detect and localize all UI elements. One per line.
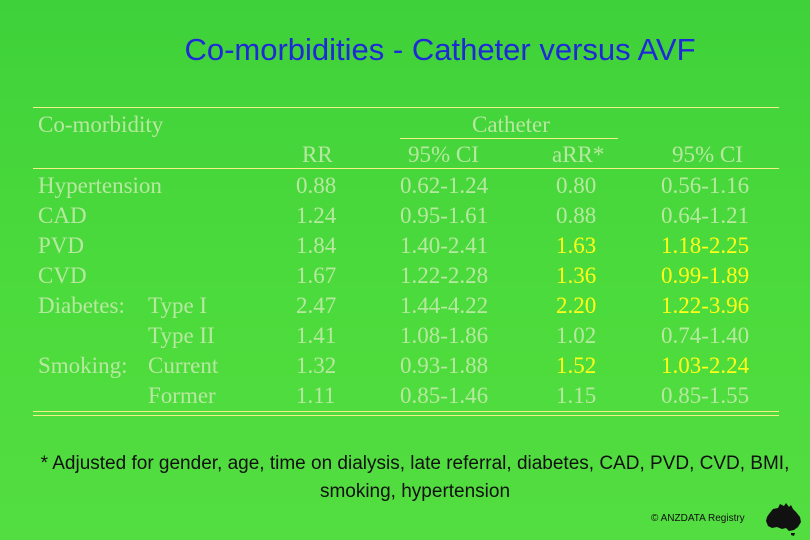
header-ci-1: 95% CI xyxy=(408,142,479,167)
header-rr: RR xyxy=(302,142,333,167)
cell-arr: 0.88 xyxy=(556,203,597,228)
cell-arr: 1.02 xyxy=(556,323,597,348)
cell-arr: 1.36 xyxy=(556,263,597,288)
cell-ci1: 0.85-1.46 xyxy=(400,383,489,408)
page-title: Co-morbidities - Catheter versus AVF xyxy=(184,32,696,67)
cell-label: Smoking: xyxy=(38,353,128,378)
cell-arr: 1.63 xyxy=(556,233,597,258)
cell-ci1: 0.62-1.24 xyxy=(400,173,489,198)
cell-label: Diabetes: xyxy=(38,293,125,318)
cell-arr: 2.20 xyxy=(556,293,597,318)
cell-ci1: 1.44-4.22 xyxy=(400,293,489,318)
australia-map-icon xyxy=(766,503,801,536)
cell-sub: Type I xyxy=(148,293,208,318)
cell-arr: 1.15 xyxy=(556,383,597,408)
header-bottom-rule xyxy=(33,168,779,169)
header-comorbidity: Co-morbidity xyxy=(38,112,164,137)
cell-ci2: 0.85-1.55 xyxy=(661,383,750,408)
copyright-credit: © ANZDATA Registry xyxy=(651,513,745,524)
cell-ci1: 1.08-1.86 xyxy=(400,323,489,348)
cell-ci1: 1.22-2.28 xyxy=(400,263,489,288)
group-underline xyxy=(400,138,618,139)
cell-rr: 2.47 xyxy=(296,293,337,318)
cell-arr: 1.52 xyxy=(556,353,597,378)
cell-ci2: 1.22-3.96 xyxy=(661,293,750,318)
header-ci-2: 95% CI xyxy=(672,142,743,167)
cell-rr: 1.11 xyxy=(296,383,336,408)
cell-arr: 0.80 xyxy=(556,173,597,198)
cell-label: Hypertension xyxy=(38,173,162,198)
footnote: * Adjusted for gender, age, time on dial… xyxy=(40,453,790,502)
cell-sub: Current xyxy=(148,353,219,378)
cell-ci2: 0.56-1.16 xyxy=(661,173,750,198)
cell-rr: 1.32 xyxy=(296,353,337,378)
cell-sub: Former xyxy=(148,383,216,408)
cell-label: CAD xyxy=(38,203,87,228)
table-top-rule xyxy=(33,107,779,108)
cell-sub: Type II xyxy=(148,323,215,348)
cell-ci2: 1.18-2.25 xyxy=(661,233,750,258)
cell-rr: 1.84 xyxy=(296,233,337,258)
cell-rr: 1.41 xyxy=(296,323,337,348)
cell-ci2: 0.99-1.89 xyxy=(661,263,750,288)
header-arr: aRR* xyxy=(552,142,605,167)
cell-rr: 0.88 xyxy=(296,173,337,198)
cell-ci2: 1.03-2.24 xyxy=(661,353,750,378)
cell-label: PVD xyxy=(38,233,85,258)
cell-ci2: 0.74-1.40 xyxy=(661,323,750,348)
cell-ci1: 1.40-2.41 xyxy=(400,233,489,258)
cell-ci1: 0.95-1.61 xyxy=(400,203,489,228)
cell-ci1: 0.93-1.88 xyxy=(400,353,489,378)
table-bottom-rule-2 xyxy=(33,415,779,416)
header-catheter: Catheter xyxy=(472,112,550,137)
table-bottom-rule-1 xyxy=(33,411,779,412)
cell-rr: 1.67 xyxy=(296,263,337,288)
cell-ci2: 0.64-1.21 xyxy=(661,203,750,228)
cell-label: CVD xyxy=(38,263,87,288)
cell-rr: 1.24 xyxy=(296,203,337,228)
